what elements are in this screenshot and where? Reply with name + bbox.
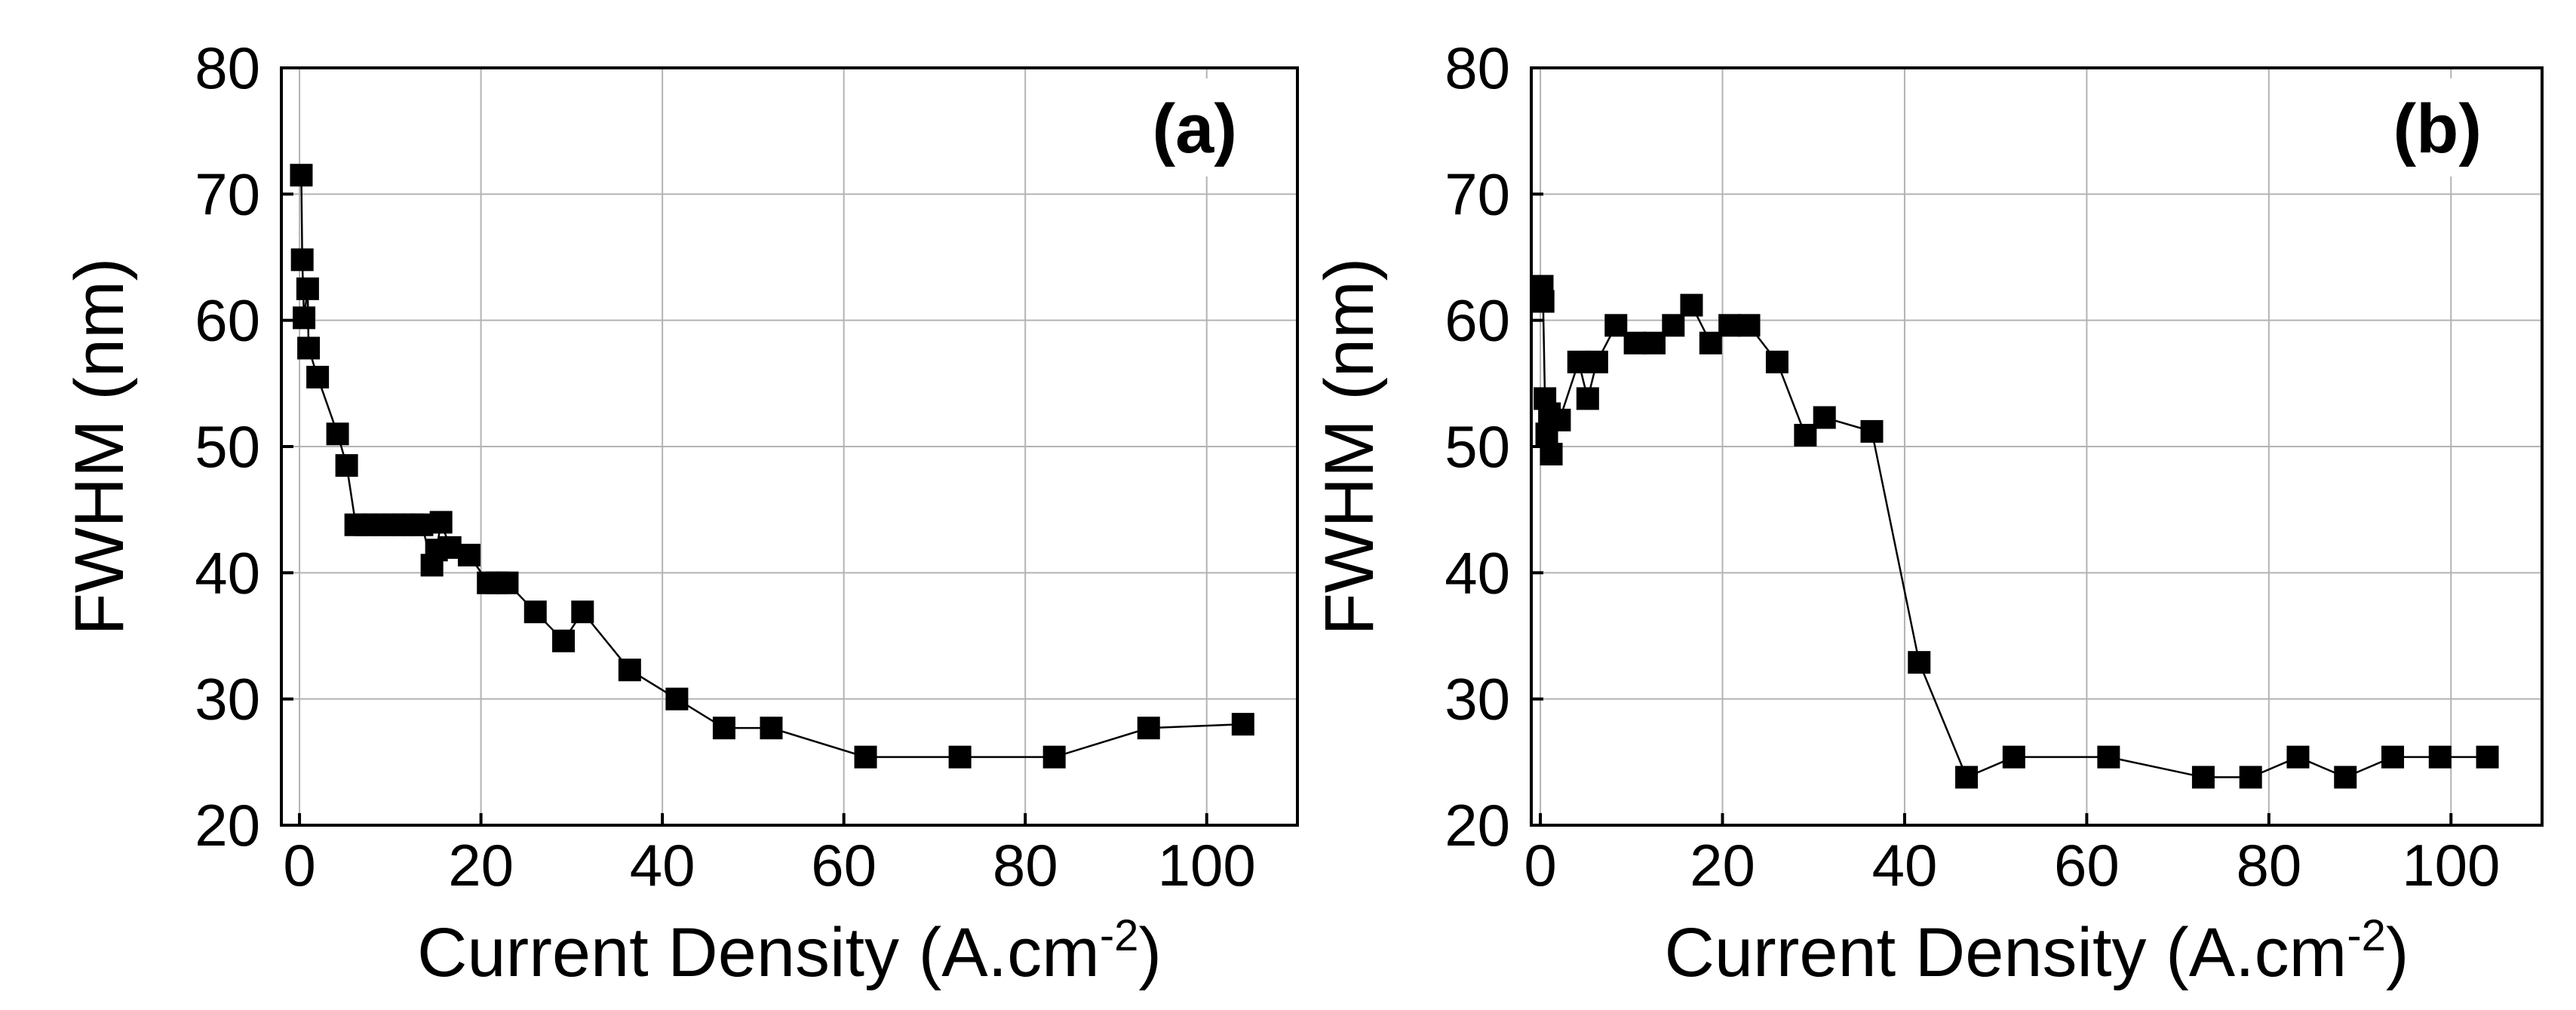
panel-a: 0 20 40 60 80 100 20 30 40 50 60 70 80 Current Densit… xyxy=(61,35,1299,991)
data-point xyxy=(297,336,321,360)
data-point xyxy=(1765,350,1788,373)
x-axis-title-close: ) xyxy=(2386,914,2409,991)
y-tick-label: 50 xyxy=(195,413,260,480)
x-tick-label: 0 xyxy=(1524,832,1556,898)
y-axis-title: FWHM (nm) xyxy=(61,258,138,636)
data-point xyxy=(552,629,576,652)
x-axis-title: Current Density (A.cm-2) xyxy=(1664,911,2409,991)
panel-label-backdrop xyxy=(1101,78,1275,177)
data-point xyxy=(665,687,689,711)
x-tick-label: 60 xyxy=(811,832,877,898)
x-axis-title-main: Current Density (A.cm xyxy=(417,914,1100,991)
y-tick-label: 50 xyxy=(1445,413,1510,480)
y-axis-title: FWHM (nm) xyxy=(1311,258,1388,636)
data-point xyxy=(1955,766,1979,789)
data-point xyxy=(2191,766,2215,789)
data-point xyxy=(429,511,453,534)
data-point xyxy=(296,277,319,300)
data-point xyxy=(948,745,972,769)
data-point xyxy=(2476,745,2499,769)
x-tick-label: 0 xyxy=(283,832,315,898)
data-point xyxy=(1231,713,1254,736)
x-tick-label: 100 xyxy=(1158,832,1256,898)
data-point xyxy=(1813,406,1836,429)
data-point xyxy=(1548,408,1571,431)
x-axis-title-close: ) xyxy=(1138,914,1162,991)
data-point xyxy=(1585,350,1608,373)
data-point xyxy=(1737,314,1761,337)
data-point xyxy=(1794,423,1817,447)
y-tick-label: 30 xyxy=(195,666,260,732)
data-point xyxy=(326,422,349,446)
data-point xyxy=(1042,745,1066,769)
data-point xyxy=(306,365,330,388)
data-point xyxy=(335,454,358,477)
data-point xyxy=(2002,745,2025,769)
data-point xyxy=(1699,331,1722,355)
y-tick-label: 60 xyxy=(1445,287,1510,354)
data-point xyxy=(1531,290,1555,313)
y-tick-label: 40 xyxy=(1445,539,1510,606)
data-point xyxy=(760,717,783,740)
data-point xyxy=(2381,745,2405,769)
data-point xyxy=(1540,443,1563,466)
y-tick-label: 40 xyxy=(195,539,260,606)
y-tick-label: 30 xyxy=(1445,666,1510,732)
x-tick-label: 20 xyxy=(448,832,514,898)
y-tick-label: 70 xyxy=(195,161,260,227)
series-line xyxy=(1541,286,2488,779)
y-tick-label: 60 xyxy=(195,287,260,354)
x-tick-label: 80 xyxy=(993,832,1058,898)
panel-label: (b) xyxy=(2393,91,2482,167)
y-tick-label: 20 xyxy=(195,792,260,858)
x-axis-title-superscript: -2 xyxy=(2347,911,2386,960)
data-point xyxy=(290,164,313,187)
data-point xyxy=(1662,314,1685,337)
data-point xyxy=(2286,745,2310,769)
y-tick-label: 80 xyxy=(195,35,260,101)
y-tick-label: 70 xyxy=(1445,161,1510,227)
data-point xyxy=(496,571,519,594)
data-point xyxy=(618,658,641,682)
data-point xyxy=(712,717,735,740)
data-point xyxy=(1604,314,1628,337)
data-point xyxy=(290,248,314,272)
data-point xyxy=(1718,314,1742,337)
x-tick-label: 40 xyxy=(630,832,695,898)
y-tick-label: 20 xyxy=(1445,792,1510,858)
data-point xyxy=(523,600,547,624)
y-tick-label: 80 xyxy=(1445,35,1510,101)
data-point xyxy=(2428,745,2452,769)
x-axis-title: Current Density (A.cm-2) xyxy=(417,911,1162,991)
x-tick-label: 60 xyxy=(2054,832,2120,898)
x-axis-title-superscript: -2 xyxy=(1100,911,1139,960)
data-point xyxy=(410,513,434,536)
x-tick-label: 20 xyxy=(1690,832,1755,898)
x-tick-label: 100 xyxy=(2402,832,2500,898)
data-point xyxy=(571,600,594,624)
data-point xyxy=(293,306,316,330)
data-point xyxy=(1860,419,1884,443)
data-point xyxy=(1680,293,1703,317)
data-point xyxy=(1908,651,1931,674)
data-point xyxy=(1576,387,1599,410)
x-tick-label: 40 xyxy=(1872,832,1938,898)
data-point xyxy=(854,745,877,769)
panel-label: (a) xyxy=(1153,91,1237,167)
data-point xyxy=(2239,766,2262,789)
x-axis-title-main: Current Density (A.cm xyxy=(1664,914,2347,991)
data-point xyxy=(2334,766,2357,789)
data-point xyxy=(1623,331,1647,355)
panel-label-backdrop xyxy=(2346,78,2519,177)
x-tick-label: 80 xyxy=(2236,832,2301,898)
series-line xyxy=(300,175,1243,758)
data-point xyxy=(457,543,481,566)
data-point xyxy=(438,536,462,559)
data-point xyxy=(2097,745,2120,769)
data-point xyxy=(1642,331,1666,355)
data-point xyxy=(1137,717,1160,740)
